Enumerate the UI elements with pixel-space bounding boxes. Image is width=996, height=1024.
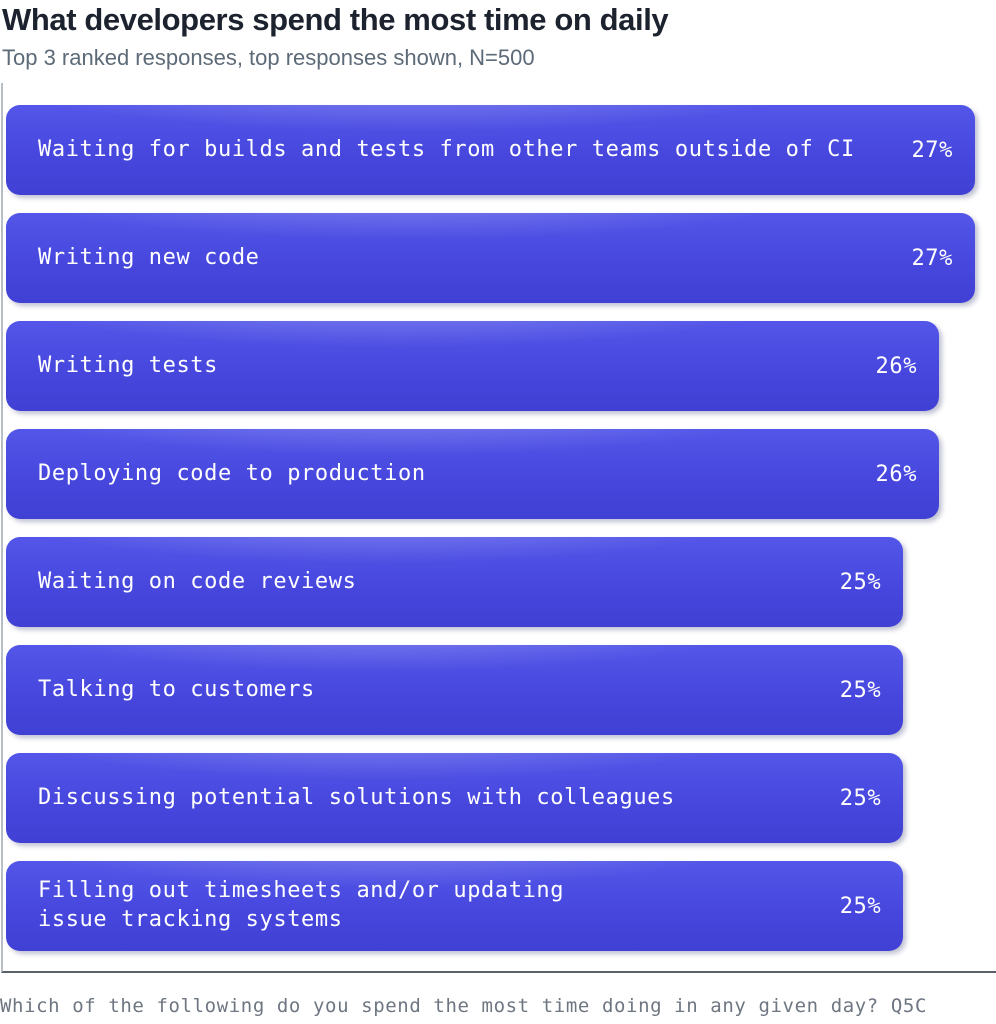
bar-row: Waiting for builds and tests from other … xyxy=(6,105,996,196)
bar: Discussing potential solutions with coll… xyxy=(6,753,903,844)
survey-question-footnote: Which of the following do you spend the … xyxy=(0,995,927,1018)
bar: Deploying code to production 26% xyxy=(6,429,939,520)
bar-value: 27% xyxy=(911,245,953,271)
bar-row: Writing tests 26% xyxy=(6,321,996,412)
bar-value: 25% xyxy=(839,569,882,595)
bar-label: Discussing potential solutions with coll… xyxy=(38,784,675,810)
bar: Filling out timesheets and/or updating i… xyxy=(6,861,903,952)
bar-label: Filling out timesheets and/or updating i… xyxy=(38,878,565,933)
bar-row: Writing new code 27% xyxy=(6,213,996,304)
bar-label: Talking to customers xyxy=(38,676,315,702)
bar-row: Talking to customers 25% xyxy=(6,645,996,736)
bar: Waiting for builds and tests from other … xyxy=(6,105,975,196)
bar-row: Waiting on code reviews 25% xyxy=(6,537,996,628)
bar-value: 27% xyxy=(911,137,953,163)
bar-label: Deploying code to production xyxy=(38,460,426,486)
bar-row: Deploying code to production 26% xyxy=(6,429,996,520)
bar: Waiting on code reviews 25% xyxy=(6,537,903,628)
chart-title: What developers spend the most time on d… xyxy=(2,2,669,37)
bar-value: 26% xyxy=(875,461,918,487)
bar-value: 25% xyxy=(839,677,882,703)
bar-label: Writing new code xyxy=(38,244,260,270)
bar-label: Waiting for builds and tests from other … xyxy=(38,136,855,162)
bar-label: Waiting on code reviews xyxy=(38,568,357,594)
chart-area: Waiting for builds and tests from other … xyxy=(1,83,996,974)
bar-row: Filling out timesheets and/or updating i… xyxy=(6,861,996,952)
bar: Writing new code 27% xyxy=(6,213,975,304)
chart-subtitle: Top 3 ranked responses, top responses sh… xyxy=(2,44,535,70)
bar-value: 25% xyxy=(839,893,882,919)
bar-value: 26% xyxy=(875,353,918,379)
bar-value: 25% xyxy=(839,785,882,811)
bar-label: Writing tests xyxy=(38,352,218,378)
chart-header: What developers spend the most time on d… xyxy=(0,0,996,71)
bar: Talking to customers 25% xyxy=(6,645,903,736)
bar-row: Discussing potential solutions with coll… xyxy=(6,753,996,844)
bar: Writing tests 26% xyxy=(6,321,939,412)
